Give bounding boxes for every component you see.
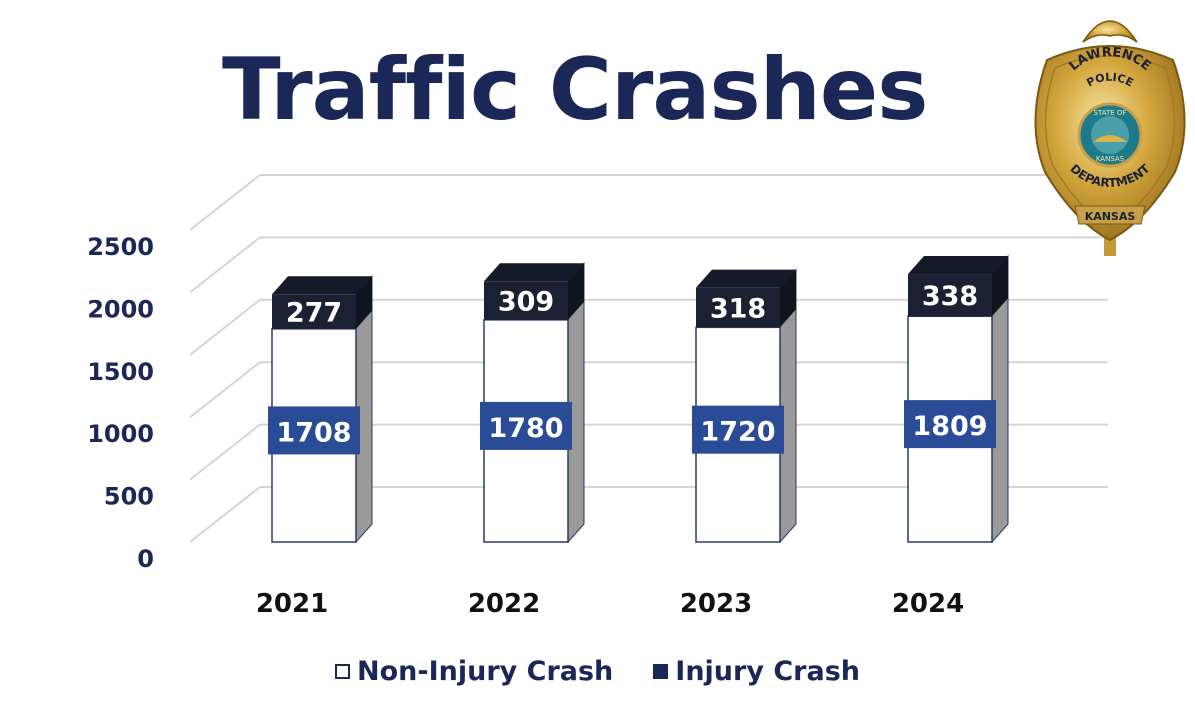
data-label-box bbox=[480, 401, 572, 450]
bar-group-2024: 338 1809 bbox=[904, 254, 1009, 544]
gridline-diagonal bbox=[189, 423, 261, 481]
x-tick-label: 2024 bbox=[892, 589, 964, 619]
gridline-diagonal bbox=[189, 174, 261, 231]
data-label-injury: 309 bbox=[498, 287, 554, 318]
y-tick-label: 2000 bbox=[87, 295, 154, 323]
legend: Non-Injury Crash Injury Crash bbox=[0, 656, 1195, 687]
data-label-injury: 338 bbox=[922, 281, 978, 312]
y-tick-label: 0 bbox=[137, 545, 154, 573]
bars: 277 1708 309 1780 318 1720 338 1809 bbox=[268, 254, 1009, 544]
x-tick-label: 2023 bbox=[680, 589, 752, 619]
data-label-non-injury: 1720 bbox=[700, 417, 775, 448]
y-tick-label: 2500 bbox=[87, 233, 154, 261]
x-tick-label: 2021 bbox=[256, 589, 328, 619]
seal-top-text: STATE OF bbox=[1094, 109, 1127, 117]
data-label-non-injury: 1809 bbox=[912, 411, 987, 442]
gridline-diagonal bbox=[189, 299, 261, 356]
legend-item-injury: Injury Crash bbox=[653, 656, 860, 687]
y-tick-label: 500 bbox=[104, 483, 154, 511]
bar-injury-side bbox=[992, 256, 1008, 317]
y-axis: 0 500 1000 1500 2000 2500 bbox=[87, 233, 154, 573]
data-label-injury: 318 bbox=[710, 294, 766, 325]
police-badge-logo: STATE OF KANSAS LAWRENCE POLICE DEPARTME… bbox=[1034, 20, 1186, 256]
bar-top bbox=[484, 263, 584, 282]
data-label-injury: 277 bbox=[286, 298, 342, 329]
legend-label-non-injury: Non-Injury Crash bbox=[357, 656, 614, 687]
y-tick-label: 1500 bbox=[87, 358, 154, 386]
bar-top bbox=[696, 269, 796, 288]
bar-injury bbox=[484, 281, 568, 320]
x-axis: 2021 2022 2023 2024 bbox=[256, 589, 964, 619]
grid bbox=[189, 174, 1108, 543]
badge-line2: POLICE bbox=[1084, 71, 1135, 90]
legend-item-non-injury: Non-Injury Crash bbox=[335, 656, 613, 687]
bar-group-2023: 318 1720 bbox=[692, 268, 797, 544]
bar-top bbox=[908, 256, 1008, 275]
data-label-box bbox=[692, 405, 784, 454]
gridline-diagonal bbox=[189, 486, 261, 543]
bar-injury-side bbox=[780, 269, 796, 328]
bar-injury-side bbox=[356, 276, 372, 329]
gridline-diagonal bbox=[189, 236, 261, 294]
chart-title: Traffic Crashes bbox=[222, 40, 928, 140]
bar-group-2021: 277 1708 bbox=[268, 274, 373, 544]
legend-swatch-non-injury bbox=[335, 664, 350, 679]
bar-injury bbox=[272, 294, 356, 329]
bar-injury bbox=[908, 274, 992, 317]
data-label-non-injury: 1708 bbox=[276, 417, 351, 448]
gridline-diagonal bbox=[189, 361, 261, 418]
legend-label-injury: Injury Crash bbox=[675, 656, 860, 687]
bar-group-2022: 309 1780 bbox=[480, 261, 585, 544]
data-label-box bbox=[268, 406, 360, 455]
x-tick-label: 2022 bbox=[468, 589, 540, 619]
legend-swatch-injury bbox=[653, 664, 669, 679]
data-label-box bbox=[904, 400, 996, 449]
data-label-non-injury: 1780 bbox=[488, 413, 563, 444]
bar-injury bbox=[696, 287, 780, 328]
seal-bottom-text: KANSAS bbox=[1096, 155, 1125, 163]
y-tick-label: 1000 bbox=[87, 420, 154, 448]
badge-line4: KANSAS bbox=[1085, 210, 1136, 223]
bar-top bbox=[272, 276, 372, 295]
bar-injury-side bbox=[568, 263, 584, 320]
